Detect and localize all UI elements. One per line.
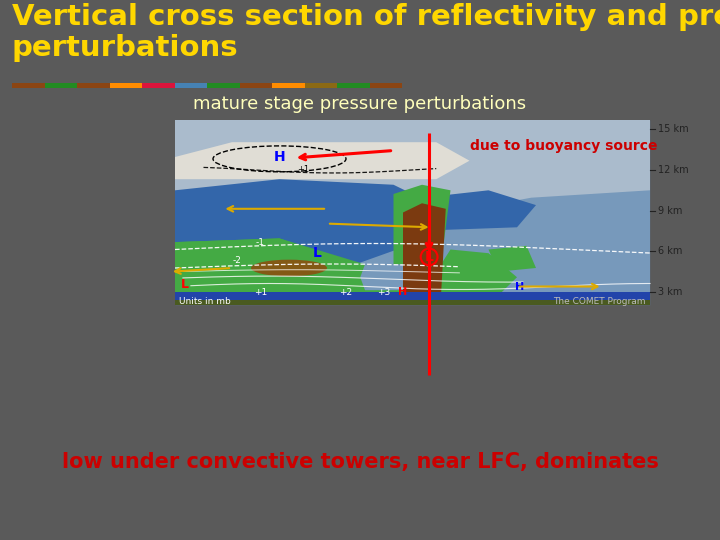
Text: 6 km: 6 km (658, 246, 683, 256)
Bar (45, 83, 77, 87)
Text: Units in mb: Units in mb (179, 297, 230, 306)
Polygon shape (175, 238, 365, 290)
Bar (337, 83, 369, 87)
Text: H: H (274, 150, 285, 164)
Bar (305, 83, 337, 87)
Text: +3: +3 (377, 288, 391, 297)
Bar (207, 83, 240, 87)
Polygon shape (175, 120, 650, 213)
Bar (12, 83, 45, 87)
Text: 15 km: 15 km (658, 124, 688, 134)
Text: 9 km: 9 km (658, 206, 683, 215)
Text: L: L (313, 246, 322, 260)
Text: -1: -1 (256, 238, 265, 247)
Polygon shape (394, 185, 451, 264)
Polygon shape (175, 179, 431, 264)
Text: -2: -2 (233, 256, 241, 265)
Ellipse shape (251, 260, 327, 276)
Bar (77, 83, 109, 87)
Bar (175, 120, 650, 305)
Bar (240, 83, 272, 87)
Polygon shape (175, 238, 517, 296)
Polygon shape (403, 203, 446, 296)
Text: H: H (398, 287, 408, 297)
Text: L: L (181, 278, 189, 292)
Text: Vertical cross section of reflectivity and pressure
perturbations: Vertical cross section of reflectivity a… (12, 3, 720, 62)
Text: H: H (515, 282, 524, 292)
Bar (142, 83, 174, 87)
Text: 12 km: 12 km (658, 165, 688, 175)
Polygon shape (413, 190, 536, 231)
Text: due to buoyancy source: due to buoyancy source (469, 139, 657, 153)
Text: +1: +1 (297, 165, 310, 174)
Bar (174, 83, 207, 87)
Polygon shape (175, 142, 469, 179)
Text: L: L (425, 250, 433, 264)
Text: 3 km: 3 km (658, 287, 683, 297)
Bar (109, 83, 142, 87)
Bar (175, 300, 650, 305)
Bar (175, 292, 650, 305)
Text: The COMET Program: The COMET Program (554, 297, 646, 306)
Polygon shape (488, 246, 536, 272)
Text: +1: +1 (254, 288, 267, 297)
Text: low under convective towers, near LFC, dominates: low under convective towers, near LFC, d… (62, 452, 658, 472)
Bar (272, 83, 305, 87)
Text: mature stage pressure perturbations: mature stage pressure perturbations (194, 95, 526, 113)
Text: +2: +2 (339, 288, 353, 297)
Bar (369, 83, 402, 87)
